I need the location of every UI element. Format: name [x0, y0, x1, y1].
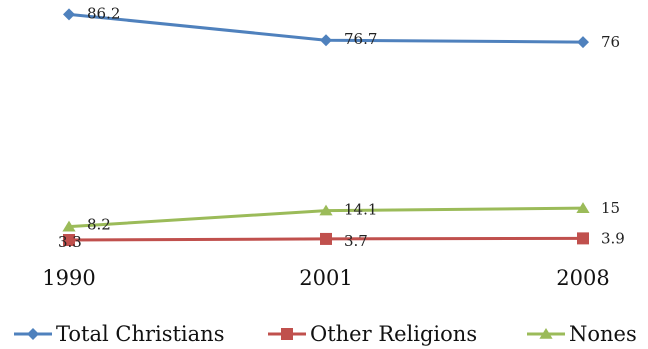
- legend-other-religions-marker: [281, 328, 293, 340]
- total-christians-data-label: 76.7: [344, 30, 377, 48]
- nones-data-label: 15: [601, 199, 620, 217]
- total-christians-marker: [63, 8, 75, 21]
- legend-nones-label: Nones: [569, 322, 637, 346]
- other-religions-data-label: 3.3: [58, 233, 82, 251]
- nones-data-label: 8.2: [87, 216, 111, 234]
- total-christians-data-label: 86.2: [87, 4, 120, 22]
- x-axis-tick-labels: 1990 2001 2008: [42, 266, 609, 290]
- total-christians-data-label: 76: [601, 33, 620, 51]
- other-religions-marker: [63, 234, 75, 247]
- other-religions-data-label: 3.9: [601, 229, 625, 247]
- other-religions-marker: [577, 232, 589, 245]
- series-markers: [62, 8, 590, 247]
- nones-data-label: 14.1: [344, 201, 377, 219]
- total-christians-marker: [577, 36, 589, 49]
- x-tick-label-1990: 1990: [42, 266, 95, 290]
- other-religions-data-label: 3.7: [344, 232, 368, 250]
- legend-nones-marker: [539, 328, 553, 339]
- x-tick-label-2008: 2008: [556, 266, 609, 290]
- legend-other-religions-label: Other Religions: [310, 322, 477, 346]
- nones-marker: [576, 202, 590, 213]
- x-tick-label-2001: 2001: [299, 266, 352, 290]
- nones-marker: [319, 204, 333, 216]
- legend-total-christians-marker: [27, 328, 39, 340]
- data-labels: 86.2 76.7 76 3.3 3.7 3.9 8.2 14.1 15: [58, 4, 625, 251]
- legend: Total Christians Other Religions Nones: [14, 322, 637, 346]
- nones-marker: [62, 220, 76, 232]
- legend-total-christians-label: Total Christians: [56, 322, 224, 346]
- total-christians-marker: [320, 34, 332, 47]
- other-religions-marker: [320, 232, 332, 245]
